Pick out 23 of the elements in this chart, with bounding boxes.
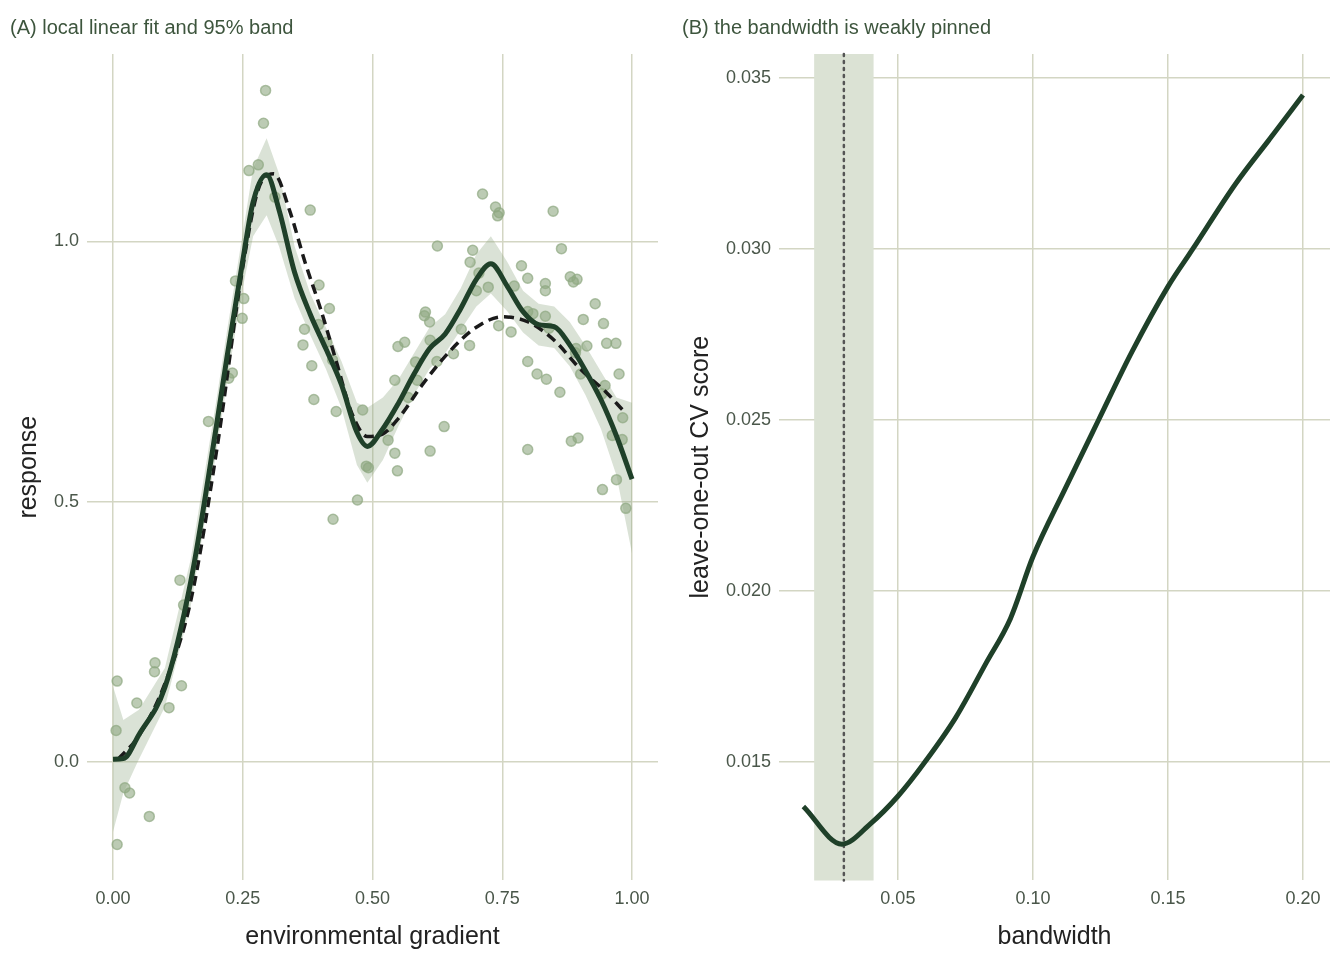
x-tick-label: 0.15 — [1150, 888, 1186, 909]
y-axis-title: response — [12, 415, 41, 519]
x-tick-label: 0.00 — [95, 888, 131, 909]
y-tick-label: 0.030 — [726, 237, 772, 258]
y-tick-label: 0.025 — [726, 408, 772, 429]
x-tick-label: 0.25 — [225, 888, 261, 909]
y-tick-label: 0.035 — [726, 66, 772, 87]
x-tick-label: 0.05 — [880, 888, 916, 909]
chart-title: (A) local linear fit and 95% band — [10, 15, 294, 38]
y-axis-title: leave-one-out CV score — [684, 335, 713, 599]
y-tick-label: 0.5 — [53, 490, 80, 511]
x-tick-label: 1.00 — [614, 888, 650, 909]
x-tick-label: 0.75 — [484, 888, 520, 909]
y-tick-label: 0.020 — [726, 579, 772, 600]
x-axis-title: bandwidth — [997, 920, 1112, 949]
x-axis-title: environmental gradient — [245, 920, 500, 949]
x-tick-label: 0.20 — [1285, 888, 1321, 909]
x-tick-label: 0.50 — [354, 888, 391, 909]
y-tick-label: 0.015 — [726, 751, 772, 772]
chart-title: (B) the bandwidth is weakly pinned — [682, 15, 992, 38]
y-tick-label: 0.0 — [53, 750, 80, 771]
x-tick-label: 0.10 — [1015, 888, 1051, 909]
y-tick-label: 1.0 — [53, 230, 80, 251]
